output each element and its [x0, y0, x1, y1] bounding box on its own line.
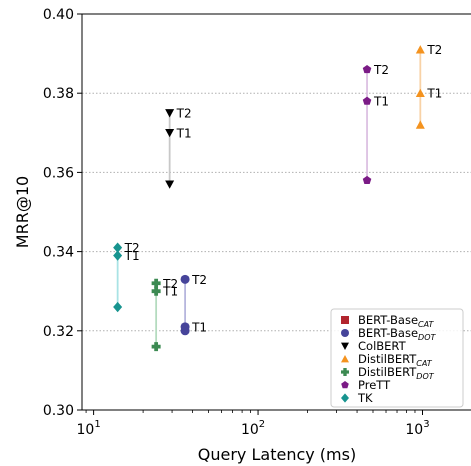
point-label: T1 [176, 126, 192, 140]
data-points [113, 45, 471, 352]
point-label: T2 [124, 241, 140, 255]
legend-entry: ColBERT [341, 339, 407, 353]
point-label: T2 [373, 63, 389, 77]
data-point-plus [151, 278, 161, 288]
axis-ticks: 0.30 0.32 0.34 0.36 0.38 0.40 101 102 103 [43, 7, 430, 438]
point-label: T2 [426, 43, 442, 57]
legend-label: DistilBERTCAT [358, 352, 433, 368]
data-point-triangle-down [165, 128, 175, 138]
data-point-triangle-down [165, 109, 175, 118]
legend-marker-triangle-down [341, 342, 349, 350]
legend-marker-plus [341, 368, 349, 376]
legend-entry: BERT-BaseDOT [341, 326, 436, 342]
data-point-diamond [113, 242, 123, 253]
y-tick-label: 0.36 [43, 165, 74, 181]
data-point-pentagon [362, 96, 372, 105]
point-label: T2 [162, 277, 178, 291]
data-point-diamond [113, 250, 123, 261]
legend-entry: PreTT [341, 378, 391, 392]
data-point-plus [151, 286, 161, 296]
legend-label: TK [357, 391, 373, 405]
data-point-circle [180, 322, 190, 332]
legend-label: DistilBERTDOT [358, 365, 435, 381]
y-axis-label: MRR@10 [13, 176, 32, 248]
legend-marker-diamond [341, 393, 349, 403]
data-point-triangle-up [415, 45, 425, 54]
point-label: T1 [124, 249, 140, 263]
legend-label: BERT-BaseDOT [358, 326, 436, 342]
legend-label: BERT-BaseCAT [358, 313, 435, 329]
x-tick-label: 101 [77, 419, 101, 438]
x-tick-label: 102 [241, 419, 265, 438]
legend-box [330, 308, 464, 408]
legend-entry: TK [341, 391, 373, 405]
data-point-pentagon [362, 175, 372, 184]
point-label: T1 [373, 95, 389, 109]
legend-marker-triangle-up [341, 355, 349, 363]
point-label: T1 [426, 87, 442, 101]
legend-entry: DistilBERTDOT [341, 365, 435, 381]
x-axis-label: Query Latency (ms) [198, 445, 356, 464]
data-point-pentagon [362, 64, 372, 74]
data-point-triangle-down [165, 180, 175, 189]
point-label: T2 [191, 273, 207, 287]
legend-marker-circle [341, 329, 349, 337]
plot-frame [81, 13, 471, 411]
data-point-plus [151, 342, 161, 352]
legend-entry: DistilBERTCAT [341, 352, 433, 368]
y-tick-label: 0.32 [43, 324, 74, 340]
y-tick-label: 0.40 [43, 7, 74, 23]
data-point-diamond [113, 301, 123, 313]
y-tick-label: 0.30 [43, 403, 74, 419]
legend-entry: BERT-BaseCAT [341, 313, 435, 329]
legend-marker-square [341, 316, 349, 324]
data-point-triangle-up [415, 88, 425, 98]
legend-label: PreTT [358, 378, 391, 392]
legend: BERT-BaseCATBERT-BaseDOTColBERTDistilBER… [330, 308, 464, 408]
point-label: T1 [191, 320, 207, 334]
x-tick-label: 103 [405, 419, 429, 438]
point-label: T2 [176, 107, 192, 121]
legend-label: ColBERT [358, 339, 407, 353]
point-label: T1 [162, 285, 178, 299]
legend-marker-pentagon [341, 381, 349, 389]
data-point-triangle-up [415, 120, 425, 129]
y-tick-label: 0.34 [43, 245, 74, 261]
y-tick-label: 0.38 [43, 86, 74, 102]
grid-lines [82, 92, 471, 332]
data-point-circle [180, 274, 190, 284]
